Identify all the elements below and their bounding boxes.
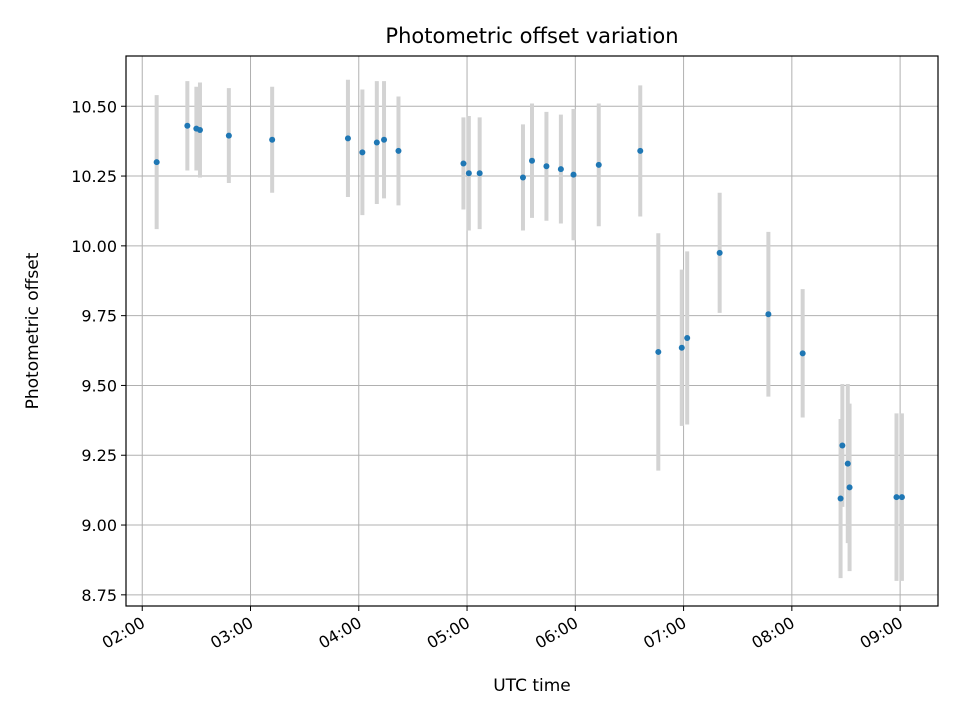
- data-point: [344, 135, 351, 142]
- data-point: [519, 174, 526, 181]
- data-point: [893, 494, 900, 501]
- y-tick-label: 10.00: [71, 237, 117, 256]
- data-point: [846, 484, 853, 491]
- data-point: [529, 157, 535, 164]
- data-point: [716, 249, 723, 256]
- data-point: [460, 160, 467, 167]
- x-tick-label: 04:00: [315, 613, 364, 653]
- data-point: [476, 170, 483, 177]
- y-tick-label: 9.25: [81, 446, 117, 465]
- y-axis-label: Photometric offset: [23, 252, 43, 409]
- data-point: [637, 147, 644, 154]
- error-bars: [154, 79, 904, 581]
- plot-area-frame: [125, 55, 939, 607]
- data-points: [153, 122, 905, 502]
- data-point: [837, 495, 844, 502]
- data-point: [684, 334, 691, 341]
- data-point: [184, 122, 191, 129]
- data-point: [570, 171, 577, 178]
- data-point: [373, 139, 380, 146]
- data-point: [225, 132, 232, 139]
- data-point: [898, 494, 905, 501]
- y-tick-label: 9.00: [81, 516, 117, 535]
- data-point: [543, 163, 550, 170]
- y-tick-label: 9.75: [81, 307, 117, 326]
- data-point: [839, 442, 846, 449]
- x-tick-label: 08:00: [748, 613, 797, 653]
- data-point: [381, 136, 388, 143]
- y-tick-label: 10.25: [71, 167, 117, 186]
- x-axis-label: UTC time: [493, 676, 571, 696]
- y-tick-label: 8.75: [81, 586, 117, 605]
- x-tick-label: 02:00: [99, 613, 148, 653]
- x-tick-label: 06:00: [532, 613, 581, 653]
- x-tick-label: 05:00: [424, 613, 473, 653]
- x-tick-label: 09:00: [857, 613, 906, 653]
- data-point: [595, 161, 602, 168]
- data-point: [269, 136, 276, 143]
- data-point: [765, 311, 772, 318]
- data-point: [799, 350, 806, 357]
- x-tick-label: 07:00: [640, 613, 689, 653]
- y-tick-label: 10.50: [71, 97, 117, 116]
- data-point: [678, 344, 685, 351]
- data-point: [359, 149, 366, 156]
- data-point: [655, 348, 662, 355]
- data-point: [844, 460, 851, 467]
- data-point: [196, 126, 203, 133]
- data-point: [153, 159, 160, 166]
- x-tick-label: 03:00: [207, 613, 256, 653]
- x-axis-ticks: 02:00 03:00 04:00 05:00 06:00 07:00 08:00 09:00: [99, 606, 906, 653]
- data-point: [395, 147, 402, 154]
- y-axis-ticks: 8.75 9.00 9.25 9.50 9.75 10.00 10.25 10.50: [71, 97, 126, 605]
- chart-title: Photometric offset variation: [385, 24, 678, 48]
- data-point: [465, 170, 472, 177]
- data-point: [557, 166, 564, 173]
- y-tick-label: 9.50: [81, 376, 117, 395]
